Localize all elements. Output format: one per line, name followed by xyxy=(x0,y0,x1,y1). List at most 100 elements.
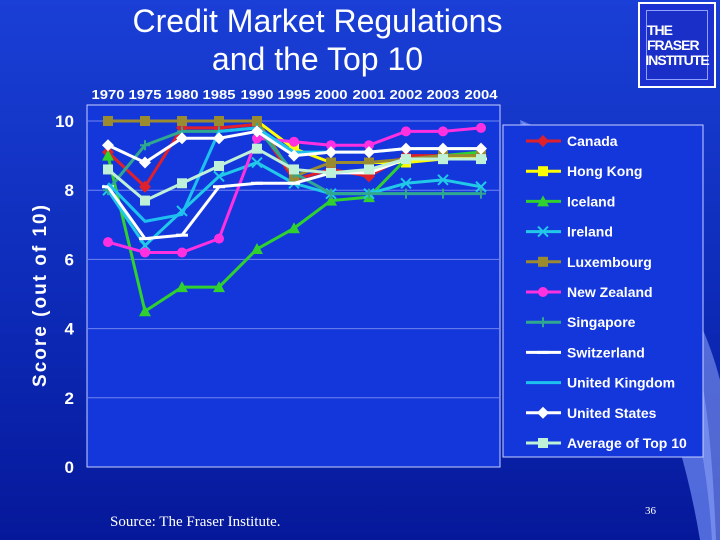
legend-entry: Luxembourg xyxy=(526,254,652,270)
legend-entry: United Kingdom xyxy=(526,375,675,391)
y-tick-label: 10 xyxy=(55,112,74,131)
data-point xyxy=(437,174,449,186)
data-point xyxy=(102,149,114,161)
data-point xyxy=(139,156,151,169)
data-point xyxy=(140,140,150,151)
data-point xyxy=(176,281,188,293)
data-point xyxy=(214,116,224,126)
data-point xyxy=(214,233,224,244)
data-point xyxy=(438,188,448,199)
data-point xyxy=(364,164,374,175)
data-point xyxy=(326,167,336,178)
data-point xyxy=(289,136,299,147)
legend-marker xyxy=(538,166,548,177)
data-point xyxy=(325,194,337,206)
legend-label: Luxembourg xyxy=(567,254,652,270)
data-point xyxy=(400,142,412,155)
data-point xyxy=(213,170,225,183)
source-note: Source: The Fraser Institute. xyxy=(110,514,281,530)
legend-entry: New Zealand xyxy=(526,284,653,300)
slide-title-line1: Credit Market Regulations xyxy=(132,3,503,39)
x-tick-label: 1990 xyxy=(241,87,274,102)
data-point xyxy=(177,116,187,126)
legend-marker xyxy=(538,287,548,297)
legend-marker xyxy=(537,406,549,419)
data-point xyxy=(288,222,300,234)
x-tick-label: 2000 xyxy=(315,87,348,102)
legend-label: Singapore xyxy=(567,314,636,330)
data-point xyxy=(475,181,487,193)
data-point xyxy=(252,133,262,144)
x-tick-label: 1985 xyxy=(203,87,236,102)
x-tick-label: 2002 xyxy=(390,87,423,102)
data-point xyxy=(213,132,225,145)
data-point xyxy=(326,157,336,168)
logo-inner: THE FRASER INSTITUTE xyxy=(645,10,710,80)
data-point xyxy=(213,281,225,293)
legend-entry: Average of Top 10 xyxy=(526,435,687,451)
legend-label: Canada xyxy=(567,133,618,149)
data-point xyxy=(103,237,113,248)
legend-entry: Switzerland xyxy=(526,344,645,360)
logo-line1: THE FRASER xyxy=(647,21,700,53)
data-point xyxy=(139,305,151,317)
data-point xyxy=(325,146,337,159)
slide-title: Credit Market Regulations and the Top 10 xyxy=(90,2,545,78)
legend-marker xyxy=(538,317,548,328)
data-point xyxy=(401,154,411,165)
data-point xyxy=(103,164,113,175)
y-tick-label: 8 xyxy=(65,181,74,200)
legend-marker xyxy=(538,256,548,267)
y-tick-label: 2 xyxy=(65,389,74,408)
data-point xyxy=(400,177,412,189)
x-tick-label: 2001 xyxy=(353,87,386,102)
data-point xyxy=(438,154,448,165)
legend-entry: Ireland xyxy=(526,224,613,240)
data-point xyxy=(252,143,262,154)
x-tick-label: 2003 xyxy=(427,87,460,102)
data-point xyxy=(252,116,262,126)
data-point xyxy=(475,142,487,155)
data-point xyxy=(476,188,486,199)
data-point xyxy=(139,180,151,193)
x-tick-label: 1970 xyxy=(92,87,125,102)
data-point xyxy=(140,116,150,126)
legend-label: United States xyxy=(567,405,657,421)
legend-entry: Canada xyxy=(526,133,618,149)
x-tick-label: 1995 xyxy=(278,87,311,102)
y-tick-label: 0 xyxy=(65,458,74,477)
data-point xyxy=(140,195,150,206)
data-point xyxy=(140,247,150,258)
data-point xyxy=(363,146,375,159)
legend-marker xyxy=(537,135,549,147)
data-point xyxy=(288,149,300,162)
fraser-institute-logo: THE FRASER INSTITUTE xyxy=(638,2,716,88)
data-point xyxy=(214,160,224,171)
x-tick-label: 1975 xyxy=(129,87,162,102)
data-point xyxy=(437,142,449,155)
legend-label: New Zealand xyxy=(567,284,653,300)
data-point xyxy=(438,126,448,137)
data-point xyxy=(476,154,486,165)
data-point xyxy=(177,178,187,189)
legend-entry: United States xyxy=(526,405,657,421)
legend-marker xyxy=(538,438,548,448)
data-point xyxy=(103,116,113,126)
legend-entry: Iceland xyxy=(526,193,615,209)
y-tick-label: 4 xyxy=(65,320,75,339)
legend-entry: Hong Kong xyxy=(526,163,642,179)
data-point xyxy=(251,243,263,255)
data-point xyxy=(364,157,374,168)
data-point xyxy=(177,247,187,258)
data-point xyxy=(476,122,486,133)
data-point xyxy=(251,125,263,138)
legend-entry: Singapore xyxy=(526,314,636,330)
data-point xyxy=(401,126,411,137)
data-point xyxy=(289,164,299,175)
y-axis-label: Score (out of 10) xyxy=(30,203,51,387)
data-point xyxy=(176,132,188,145)
logo-line2: INSTITUTE xyxy=(645,51,709,68)
data-point xyxy=(251,156,263,169)
data-point xyxy=(364,140,374,151)
